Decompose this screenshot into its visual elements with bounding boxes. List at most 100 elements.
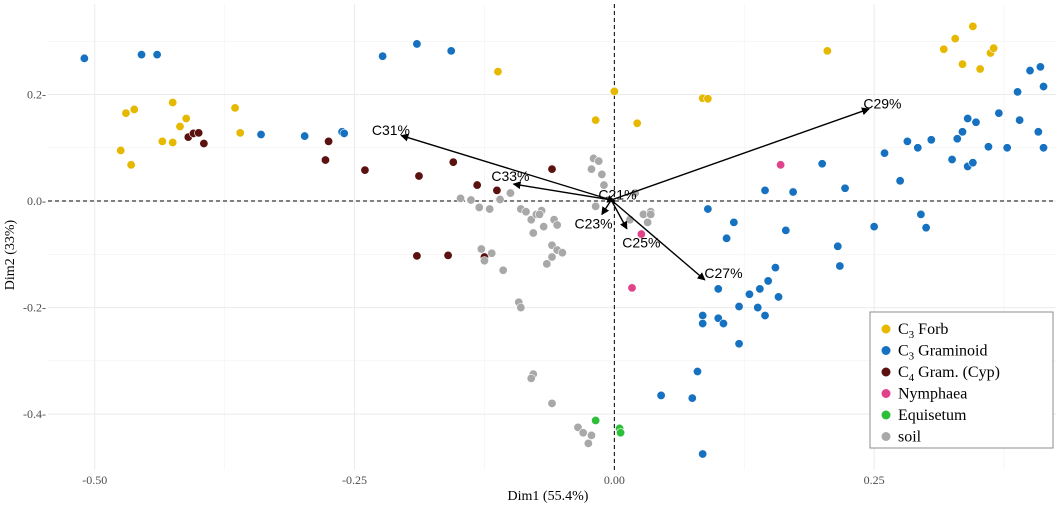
series-c3-forb [116, 21, 999, 170]
data-point [320, 155, 330, 165]
data-point [526, 373, 536, 383]
data-point [472, 180, 482, 190]
data-point [687, 393, 697, 403]
vector-arrow-C27 [610, 199, 706, 281]
vector-arrow-C25 [610, 199, 628, 230]
legend-swatch [881, 367, 891, 377]
data-point [586, 430, 596, 440]
legend-label-main: Equisetum [898, 407, 967, 424]
data-point [770, 263, 780, 273]
vector-arrow-C29 [610, 107, 870, 201]
data-point [479, 256, 489, 266]
series-equisetum [591, 415, 626, 438]
legend-item: Nymphaea [881, 386, 967, 403]
x-tick-label: 0.00 [604, 473, 625, 487]
data-point [547, 164, 557, 174]
data-point [168, 137, 178, 147]
data-point [1035, 62, 1045, 72]
data-point [609, 86, 619, 96]
legend-label-subscript: 4 [909, 372, 915, 384]
x-axis-title: Dim1 (55.4%) [508, 489, 589, 504]
data-point [324, 136, 334, 146]
data-point [1015, 115, 1025, 125]
data-point [643, 217, 653, 227]
vector-label: C23% [574, 215, 612, 231]
data-point [1039, 82, 1049, 92]
data-point [300, 131, 310, 141]
legend-item: Equisetum [881, 407, 967, 424]
data-point [703, 94, 713, 104]
data-point [788, 187, 798, 197]
legend-swatch [881, 324, 891, 334]
data-point [776, 160, 786, 170]
data-point [734, 339, 744, 349]
data-point [627, 283, 637, 293]
data-point [753, 303, 763, 313]
data-point [968, 21, 978, 31]
data-point [656, 390, 666, 400]
data-point [952, 134, 962, 144]
data-point [199, 139, 209, 149]
data-point [583, 438, 593, 448]
data-point [760, 185, 770, 195]
data-point [456, 193, 466, 203]
vector-arrow-C31 [400, 133, 612, 201]
legend-label-subscript: 3 [909, 329, 915, 341]
legend-swatch [881, 432, 891, 441]
data-point [722, 233, 732, 243]
data-point [983, 142, 993, 152]
data-point [616, 428, 626, 438]
legend-swatch [881, 389, 891, 398]
data-point [734, 302, 744, 312]
data-point [950, 34, 960, 44]
data-point [957, 127, 967, 137]
data-point [528, 228, 538, 238]
legend-item: soil [881, 429, 922, 446]
data-point [230, 103, 240, 113]
legend-label: Nymphaea [898, 386, 967, 403]
data-point [594, 156, 604, 166]
data-point [542, 259, 552, 269]
vector-label: C25% [622, 235, 660, 251]
legend-label-rest: Graminoid [914, 343, 987, 360]
y-tick-label: 0.0- [27, 194, 46, 208]
data-point [175, 121, 185, 131]
legend-item: C4 Gram. (Cyp) [881, 364, 1000, 384]
data-point [1013, 87, 1023, 97]
data-point [79, 53, 89, 63]
data-point [994, 108, 1004, 118]
data-point [744, 289, 754, 299]
data-point [989, 43, 999, 53]
data-point [443, 250, 453, 260]
data-point [591, 201, 601, 211]
data-point [547, 252, 557, 262]
data-point [869, 222, 879, 232]
data-point [698, 311, 708, 321]
data-point [129, 104, 139, 114]
vector-arrow-C33 [512, 181, 612, 201]
legend-label-main: Nymphaea [898, 386, 967, 403]
data-point [913, 143, 923, 153]
legend-label-main: C [898, 343, 909, 360]
data-point [1002, 143, 1012, 153]
data-point [378, 51, 388, 61]
legend-swatch [881, 346, 891, 355]
data-point [968, 158, 978, 168]
data-point [157, 136, 167, 146]
legend-label: soil [898, 429, 922, 446]
data-point [586, 164, 596, 174]
data-point [636, 229, 646, 239]
y-axis-title: Dim2 (33%) [3, 219, 18, 290]
data-point [412, 251, 422, 261]
data-point [256, 129, 266, 139]
data-point [591, 415, 601, 425]
data-point [755, 284, 765, 294]
data-point [493, 67, 503, 77]
legend-label: Equisetum [898, 407, 967, 424]
data-point [552, 220, 562, 230]
series-c3-graminoid [79, 39, 1049, 459]
data-point [632, 118, 642, 128]
data-point [817, 159, 827, 169]
data-point [152, 50, 162, 60]
